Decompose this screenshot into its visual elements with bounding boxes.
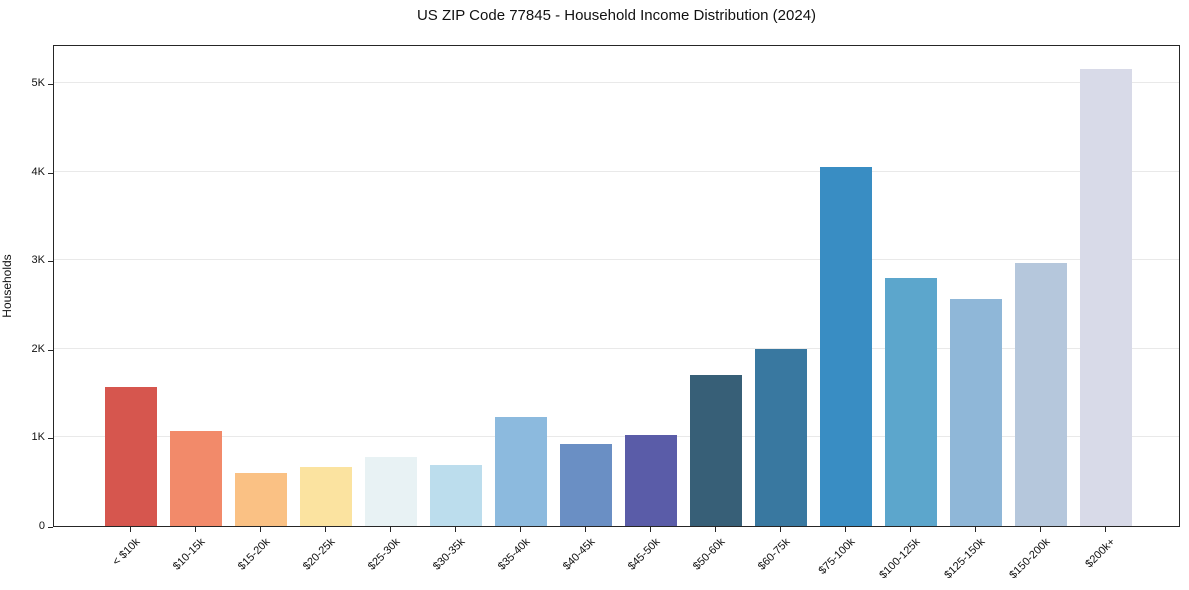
bar-35-40k xyxy=(495,417,547,526)
x-tick-mark xyxy=(910,527,911,532)
bar-75-100k xyxy=(820,167,872,526)
y-tick-mark xyxy=(48,438,53,440)
y-tick-label: 5K xyxy=(31,76,45,89)
y-tick-mark xyxy=(48,83,53,85)
bar-40-45k xyxy=(560,443,612,526)
x-tick-label: $25-30k xyxy=(365,536,403,573)
y-tick-label: 4K xyxy=(31,165,45,178)
x-tick-label: < $10k xyxy=(110,536,143,569)
bar-25-30k xyxy=(365,456,417,526)
bar-125-150k xyxy=(950,298,1002,526)
x-tick-label: $10-15k xyxy=(170,536,208,573)
x-tick-label: $40-45k xyxy=(560,536,598,573)
y-tick-mark xyxy=(48,172,53,174)
y-tick-mark xyxy=(48,527,53,528)
y-tick-label: 1K xyxy=(31,431,45,444)
y-tick-mark xyxy=(48,261,53,263)
bar-150-200k xyxy=(1015,262,1067,526)
bar-50-60k xyxy=(690,374,742,526)
gridline-1K xyxy=(54,436,1179,438)
chart-title: US ZIP Code 77845 - Household Income Dis… xyxy=(416,7,817,24)
x-tick-label: $100-125k xyxy=(877,536,923,582)
gridline-3K xyxy=(54,259,1179,261)
x-tick-mark xyxy=(260,527,261,532)
x-tick-mark xyxy=(390,527,391,532)
x-tick-mark xyxy=(715,527,716,532)
x-tick-mark xyxy=(195,527,196,532)
x-tick-mark xyxy=(1040,527,1041,532)
y-tick-label: 0 xyxy=(38,520,45,532)
bar-20-25k xyxy=(300,466,352,526)
y-tick-mark xyxy=(48,349,53,351)
x-tick-mark xyxy=(1105,527,1106,532)
bar-10-15k xyxy=(170,431,222,526)
x-tick-mark xyxy=(455,527,456,532)
bar-200k xyxy=(1080,68,1132,526)
x-tick-mark xyxy=(780,527,781,532)
bar-60-75k xyxy=(755,348,807,526)
x-tick-label: $20-25k xyxy=(300,536,338,573)
x-tick-label: $60-75k xyxy=(755,536,793,573)
gridline-2K xyxy=(54,347,1179,349)
gridline-4K xyxy=(54,170,1179,172)
gridline-5K xyxy=(54,82,1179,83)
x-tick-label: $150-200k xyxy=(1007,536,1053,582)
x-tick-label: $75-100k xyxy=(816,536,858,577)
bar-30-35k xyxy=(430,465,482,526)
y-axis-label: Households xyxy=(0,254,14,318)
x-tick-mark xyxy=(130,527,131,532)
plot-area xyxy=(53,45,1180,527)
bar-45-50k xyxy=(625,434,677,526)
x-tick-mark xyxy=(845,527,846,532)
y-tick-label: 3K xyxy=(31,254,45,267)
x-tick-label: $125-150k xyxy=(942,536,988,582)
x-tick-mark xyxy=(585,527,586,532)
x-tick-mark xyxy=(650,527,651,532)
x-tick-label: $200k+ xyxy=(1083,536,1118,571)
x-tick-mark xyxy=(520,527,521,532)
bar-100-125k xyxy=(885,277,937,526)
x-tick-label: $30-35k xyxy=(430,536,468,573)
x-tick-label: $45-50k xyxy=(625,536,663,573)
x-tick-label: $35-40k xyxy=(495,536,533,573)
bar-15-20k xyxy=(235,472,287,526)
x-tick-label: $15-20k xyxy=(235,536,273,573)
x-tick-mark xyxy=(975,527,976,532)
x-tick-mark xyxy=(325,527,326,532)
x-tick-label: $50-60k xyxy=(690,536,728,573)
y-tick-label: 2K xyxy=(31,342,45,355)
bar-10k xyxy=(105,386,157,526)
